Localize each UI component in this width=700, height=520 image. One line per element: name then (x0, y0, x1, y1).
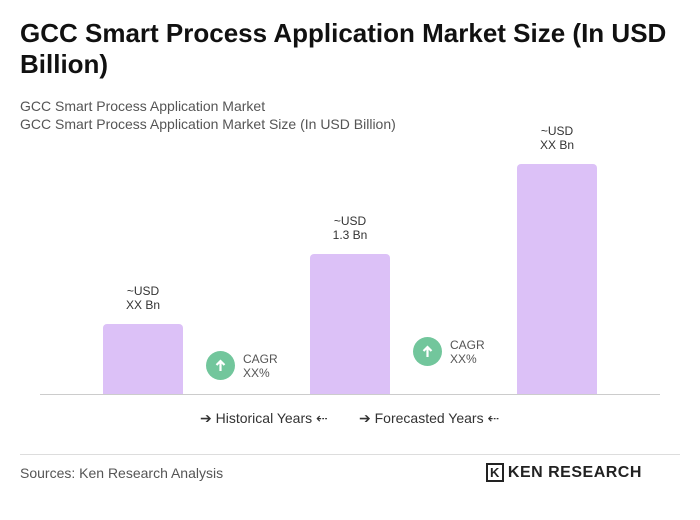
bar (517, 164, 597, 394)
arrow-icon (422, 345, 433, 357)
bar (103, 324, 183, 394)
legend-label: Historical Years (215, 410, 313, 426)
legend-item: ➔ Forecasted Years ⇠ (359, 410, 500, 426)
cagr-label: CAGR XX% (243, 352, 278, 380)
value-label: ~USD XX Bn (125, 284, 161, 313)
subtitle: GCC Smart Process Application Market Siz… (20, 116, 396, 132)
legend-label: Forecasted Years (374, 410, 484, 426)
chart-title: GCC Smart Process Application Market Siz… (20, 18, 667, 79)
legend-item: ➔ Historical Years ⇠ (200, 410, 328, 426)
cagr-icon (413, 337, 442, 366)
brand-text: KEN RESEARCH (507, 464, 642, 481)
arrow-icon (215, 359, 226, 371)
cagr-label: CAGR XX% (450, 338, 485, 366)
brand-logo: K KEN RESEARCH (486, 463, 642, 482)
value-label: ~USD 1.3 Bn (332, 214, 368, 243)
divider (20, 454, 680, 455)
value-label: ~USD XX Bn (539, 124, 575, 152)
baseline (40, 394, 660, 395)
logo-icon: K (486, 463, 504, 482)
subtitle: GCC Smart Process Application Market (20, 98, 266, 114)
cagr-icon (206, 351, 235, 380)
bar (310, 254, 390, 394)
source: Sources: Ken Research Analysis (20, 465, 224, 481)
